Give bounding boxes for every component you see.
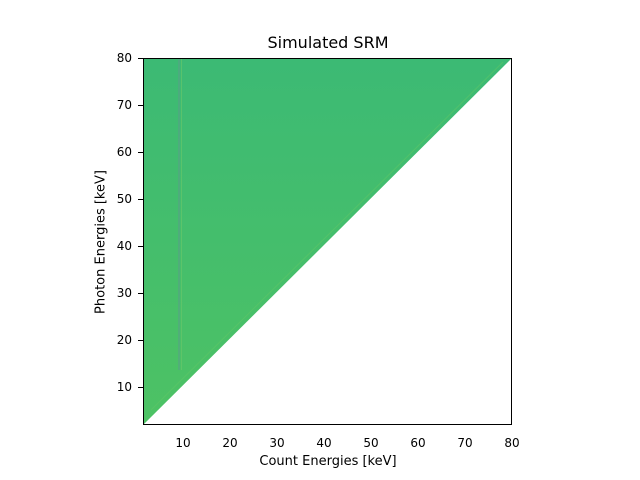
chart-title: Simulated SRM [267,33,389,52]
x-tick-label: 70 [457,436,473,450]
y-tick-label: 60 [116,145,132,159]
x-tick-label: 50 [363,436,379,450]
srm-triangle [143,58,512,425]
x-tick-label: 60 [410,436,426,450]
axes-frame [143,58,512,425]
diagonal-line-feature [150,61,504,411]
x-tick-label: 30 [269,436,285,450]
y-tick-label: 30 [116,286,132,300]
y-ticks [138,58,143,388]
y-tick-label: 40 [116,239,132,253]
x-tick-label: 40 [316,436,332,450]
x-axis-label: Count Energies [keV] [259,454,397,469]
y-tick-label: 80 [116,51,132,65]
x-tick-label: 10 [175,436,191,450]
y-tick-label: 50 [116,192,132,206]
x-tick-label: 20 [222,436,238,450]
y-tick-label: 70 [116,98,132,112]
heatmap-plot-area [138,58,512,425]
heatmap-svg [143,58,512,425]
x-tick-label: 80 [504,436,520,450]
y-tick-label: 20 [116,333,132,347]
y-tick-label: 10 [116,380,132,394]
y-axis-label: Photon Energies [keV] [93,170,109,314]
